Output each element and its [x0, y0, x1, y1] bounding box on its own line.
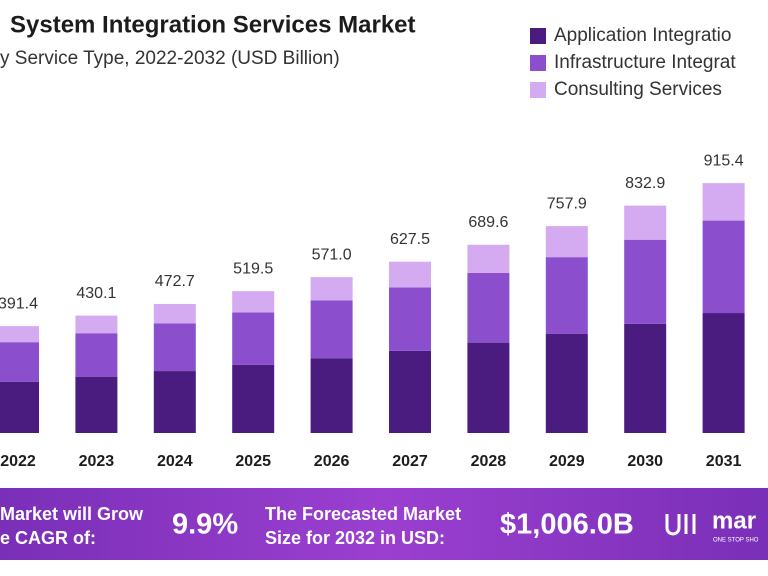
footer-band	[0, 488, 768, 560]
total-label: 832.9	[625, 175, 665, 192]
bar-segment	[389, 261, 431, 288]
bar-segment	[310, 277, 353, 301]
legend-label: Application Integratio	[554, 25, 731, 46]
total-label: 472.7	[155, 273, 195, 290]
bar-segment	[310, 300, 353, 359]
bar-segment	[545, 257, 588, 334]
forecast-value: $1,006.0B	[500, 509, 634, 541]
legend-label: Consulting Services	[554, 79, 722, 100]
x-tick-label: 2025	[235, 453, 271, 470]
total-label: 430.1	[76, 285, 116, 302]
bar-segment	[0, 381, 39, 433]
bar-segment	[624, 323, 667, 433]
bar-segment	[467, 272, 510, 343]
legend-swatch	[530, 55, 546, 71]
x-tick-label: 2022	[0, 453, 36, 470]
bar-segment	[75, 376, 118, 433]
logo-icon	[665, 514, 696, 536]
bar-segment	[232, 291, 275, 313]
bar-segment	[0, 326, 39, 343]
bar-segment	[467, 342, 510, 433]
bar-segment	[389, 287, 431, 351]
forecast-text: The Forecasted Market	[265, 504, 461, 524]
bar-segment	[545, 333, 588, 433]
x-tick-label: 2031	[706, 453, 742, 470]
cagr-value: 9.9%	[172, 509, 238, 541]
x-tick-label: 2030	[627, 453, 663, 470]
bar-segment	[75, 315, 118, 334]
cagr-text: e CAGR of:	[0, 528, 96, 548]
logo-tagline: ONE STOP SHO	[713, 538, 759, 544]
cagr-text: Market will Grow	[0, 504, 144, 524]
chart-subtitle: y Service Type, 2022-2032 (USD Billion)	[0, 48, 340, 69]
bar-segment	[702, 313, 745, 433]
x-tick-label: 2028	[471, 453, 507, 470]
total-label: 571.0	[312, 246, 352, 263]
total-label: 689.6	[468, 214, 508, 231]
x-tick-label: 2026	[314, 453, 350, 470]
x-tick-label: 2024	[157, 453, 193, 470]
forecast-text: Size for 2032 in USD:	[265, 528, 445, 548]
bar-segment	[153, 303, 196, 324]
total-label: 391.4	[0, 295, 38, 312]
legend: Application Integratio Infrastructure Int…	[530, 25, 736, 100]
bar-segment	[310, 358, 353, 433]
total-label: 519.5	[233, 260, 273, 277]
x-tick-label: 2029	[549, 453, 585, 470]
bar-segment	[75, 333, 118, 377]
legend-swatch	[530, 28, 546, 44]
bar-segment	[232, 312, 275, 365]
x-tick-label: 2023	[79, 453, 115, 470]
total-label: 757.9	[547, 195, 587, 212]
bar-segment	[624, 205, 667, 240]
bar-segment	[467, 244, 510, 273]
total-label: 627.5	[390, 231, 430, 248]
bar-segment	[545, 226, 588, 258]
bar-segment	[153, 371, 196, 433]
bar-segment	[0, 342, 39, 382]
x-tick-label: 2027	[392, 453, 428, 470]
bar-segment	[702, 220, 745, 314]
chart-title: System Integration Services Market	[10, 11, 416, 38]
bar-segment	[232, 364, 275, 433]
legend-label: Infrastructure Integrat	[554, 52, 736, 73]
bar-segment	[702, 183, 745, 221]
bar-segment	[153, 323, 196, 372]
plot: 391.4 2022 430.1 2023 472.7 2024 519.5 2025 571.…	[0, 152, 745, 470]
bar-segment	[389, 350, 431, 433]
legend-swatch	[530, 82, 546, 98]
total-label: 915.4	[704, 152, 744, 169]
bar-segment	[624, 239, 667, 324]
logo: mar	[712, 507, 756, 534]
